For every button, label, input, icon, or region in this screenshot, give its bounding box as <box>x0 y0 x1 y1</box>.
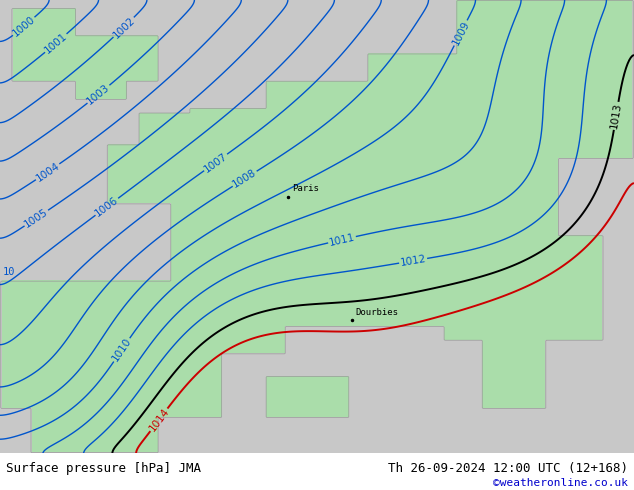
Text: 1004: 1004 <box>34 160 61 183</box>
Text: Dourbies: Dourbies <box>355 308 398 318</box>
Text: 1005: 1005 <box>23 207 50 229</box>
Text: 1010: 1010 <box>110 336 133 364</box>
Text: 1000: 1000 <box>11 14 37 39</box>
Text: 1007: 1007 <box>202 151 230 174</box>
Text: 1008: 1008 <box>231 168 259 190</box>
Text: 1003: 1003 <box>85 82 112 106</box>
Text: 1012: 1012 <box>399 254 427 268</box>
Text: 1001: 1001 <box>42 31 69 55</box>
Text: Th 26-09-2024 12:00 UTC (12+168): Th 26-09-2024 12:00 UTC (12+168) <box>387 463 628 475</box>
Text: Paris: Paris <box>292 184 318 193</box>
Text: ©weatheronline.co.uk: ©weatheronline.co.uk <box>493 478 628 488</box>
Text: Surface pressure [hPa] JMA: Surface pressure [hPa] JMA <box>6 463 202 475</box>
Text: 1011: 1011 <box>328 232 356 247</box>
Text: 10: 10 <box>3 267 16 277</box>
Text: 1013: 1013 <box>609 102 623 130</box>
Text: 1006: 1006 <box>93 195 120 219</box>
Text: 1014: 1014 <box>147 406 171 433</box>
Text: 1002: 1002 <box>111 15 137 40</box>
Text: 1009: 1009 <box>450 19 471 47</box>
